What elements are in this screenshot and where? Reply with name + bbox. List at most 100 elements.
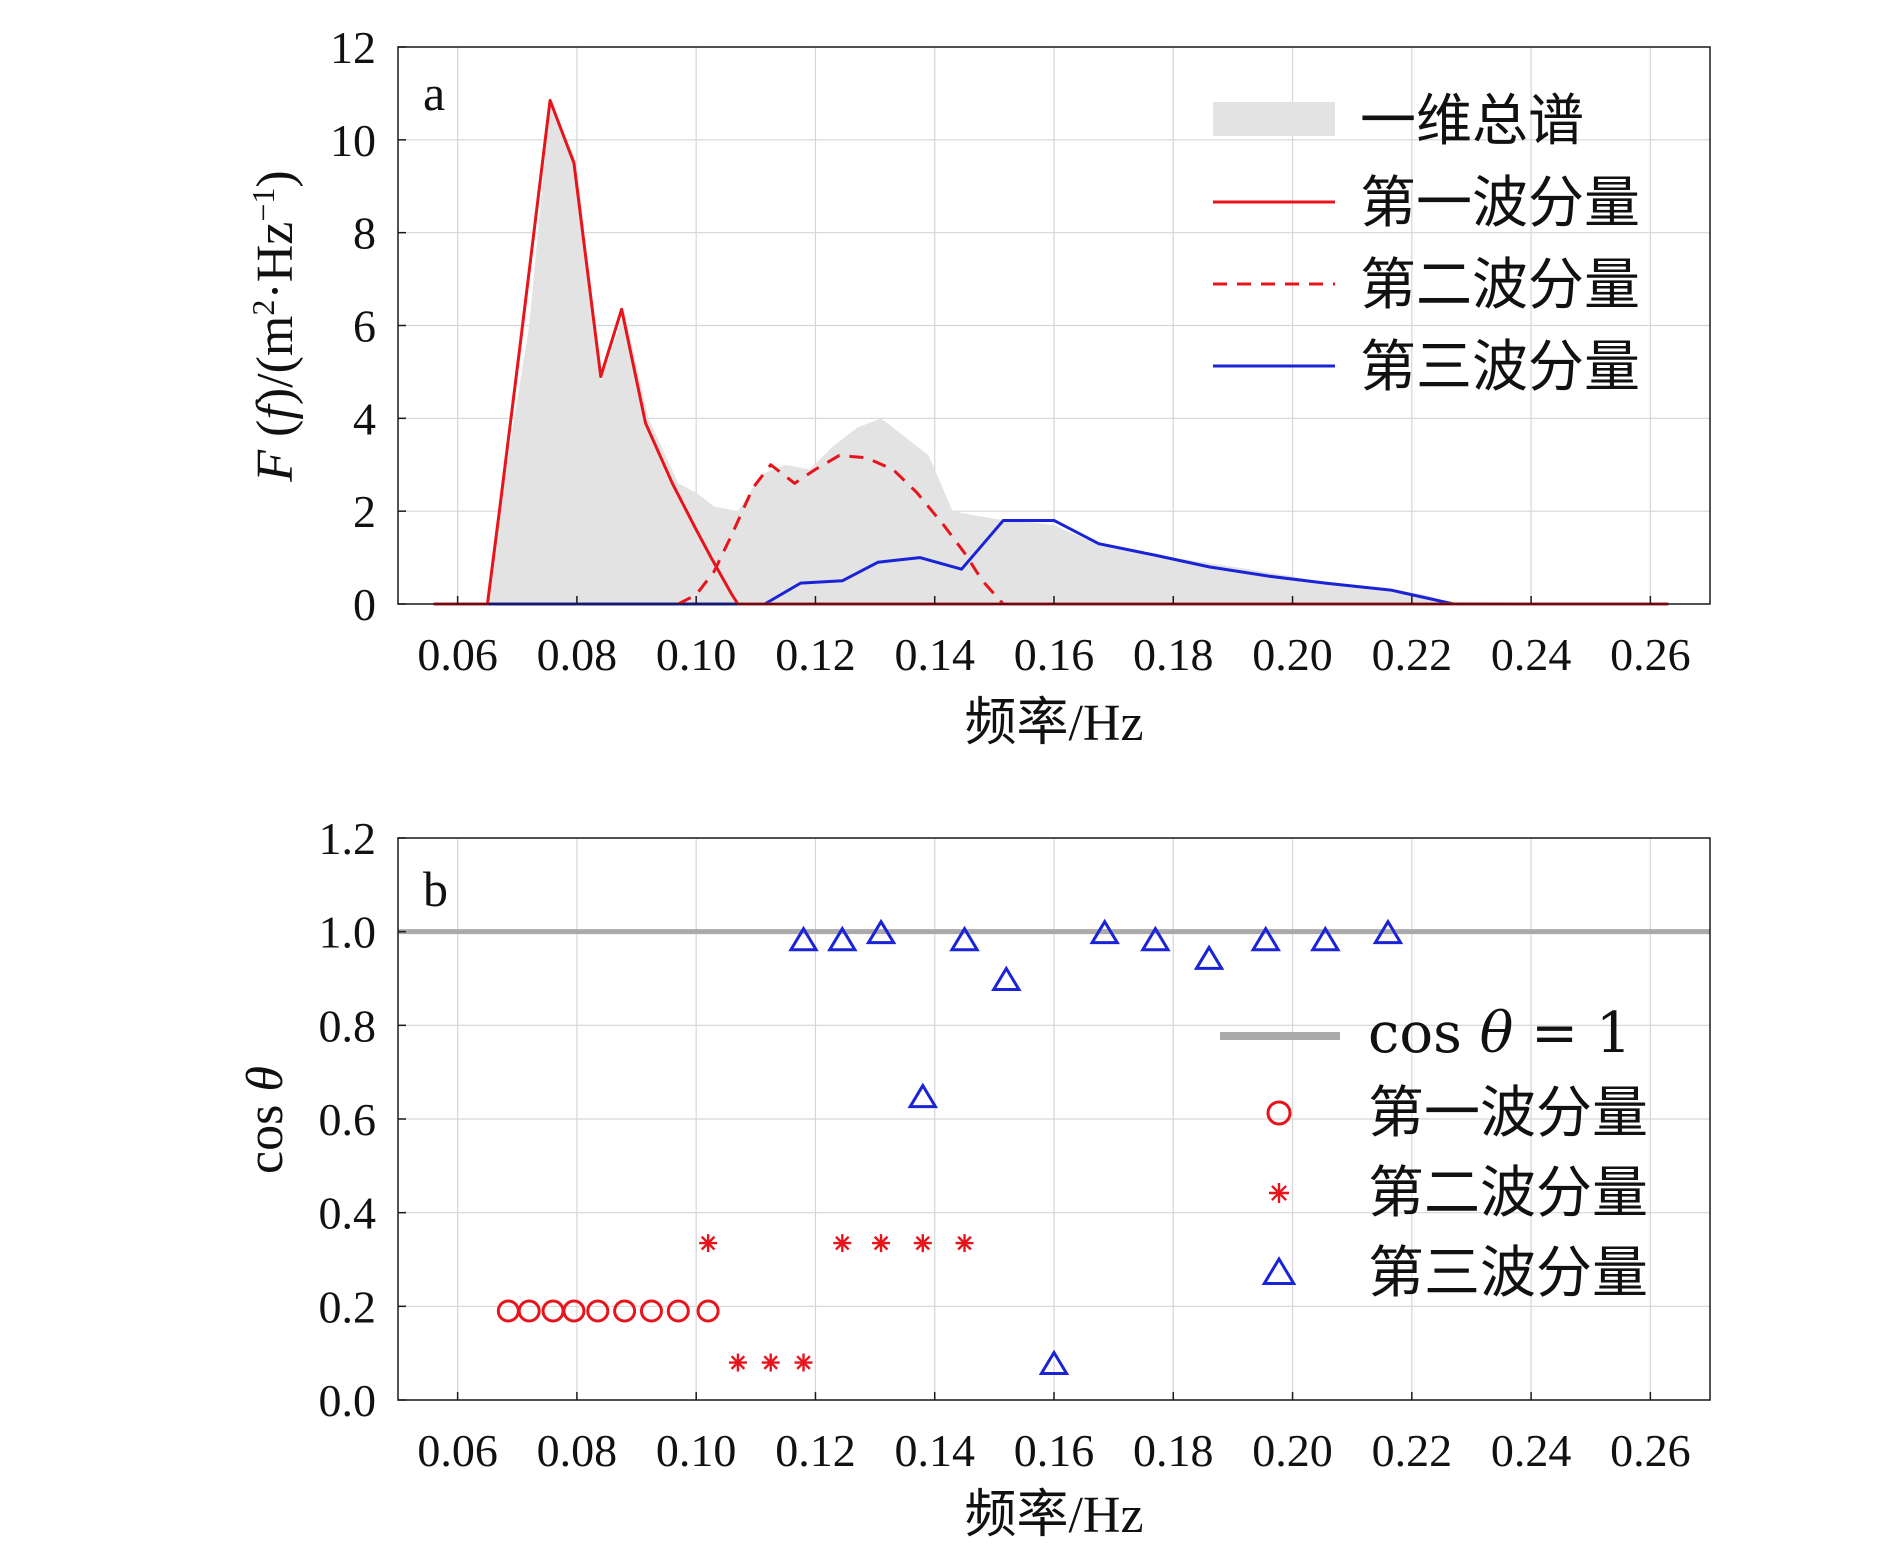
x-tick-label: 0.10: [656, 629, 737, 680]
legend-label-b-wave1: 第一波分量: [1368, 1081, 1648, 1146]
wave3-point: [1193, 944, 1225, 970]
panel-b-legend: cos θ = 1 第一波分量 第二波分量 第三波分量: [1220, 1001, 1648, 1306]
x-tick-label: 0.26: [1610, 1425, 1691, 1476]
panel-b-y-axis-title: cos θ: [237, 1066, 294, 1174]
x-tick-label: 0.06: [417, 1425, 498, 1476]
wave3-point: [865, 918, 897, 945]
x-tick-label: 0.22: [1372, 1425, 1453, 1476]
wave1-point: [541, 1299, 565, 1323]
y-tick-label: 4: [353, 393, 376, 444]
wave3-point: [1089, 918, 1120, 945]
wave3-point: [1372, 918, 1404, 945]
panel-a-x-axis-title: 频率/Hz: [964, 695, 1143, 752]
y-tick-label: 2: [353, 486, 376, 537]
x-tick-label: 0.16: [1014, 629, 1095, 680]
y-title-close: ): [247, 170, 304, 187]
x-tick-label: 0.12: [775, 1425, 856, 1476]
y-tick-label: 1.2: [319, 813, 377, 864]
wave2-point: [761, 1353, 780, 1372]
wave2-point: [872, 1234, 891, 1253]
wave3-point: [1250, 925, 1281, 952]
wave3-point: [788, 925, 819, 952]
y-title-hz: ·Hz: [247, 222, 304, 300]
wave1-point: [639, 1299, 663, 1323]
legend-label-b-wave2: 第二波分量: [1368, 1161, 1648, 1226]
legend-label-wave1: 第一波分量: [1360, 171, 1640, 236]
wave2-point: [794, 1353, 813, 1372]
y-tick-label: 12: [330, 22, 376, 73]
legend-label-wave3: 第三波分量: [1360, 335, 1640, 400]
wave1-point: [666, 1299, 690, 1323]
panel-a-legend: 一维总谱 第一波分量 第二波分量 第三波分量: [1213, 89, 1640, 400]
y-title-mid: )/(m: [247, 316, 304, 406]
x-tick-label: 0.10: [656, 1425, 737, 1476]
wave3-point: [991, 965, 1022, 991]
panel-a-label: a: [423, 65, 445, 121]
x-tick-label: 0.08: [537, 1425, 618, 1476]
y-tick-label: 6: [353, 301, 376, 352]
legend-label-refline: cos θ = 1: [1368, 1001, 1632, 1066]
panel-b: 0.06 0.08 0.10 0.12 0.14 0.16 0.18 0.20 0.22 0.24…: [237, 813, 1711, 1544]
x-tick-label: 0.12: [775, 629, 856, 680]
panel-b-y-ticks: 0.0 0.2 0.4 0.6 0.8 1.0 1.2: [319, 813, 406, 1426]
legend-marker-wave2: [1269, 1183, 1289, 1203]
y-tick-label: 0: [353, 579, 376, 630]
wave3-line: [433, 518, 1669, 606]
y-title-supm1: −1: [245, 188, 281, 222]
wave2-point: [913, 1234, 932, 1253]
wave1-point: [517, 1299, 541, 1323]
y-tick-label: 0.4: [319, 1188, 377, 1239]
wave2-line: [677, 453, 1005, 606]
wave3-point: [1038, 1349, 1070, 1376]
b-y-title-theta: θ: [237, 1066, 294, 1092]
x-tick-label: 0.06: [417, 629, 498, 680]
legend-refline-cos: cos: [1368, 1001, 1480, 1066]
wave1-point: [613, 1299, 637, 1323]
x-tick-label: 0.24: [1491, 1425, 1572, 1476]
y-title-open: (: [247, 420, 304, 450]
y-title-F: F: [247, 449, 304, 483]
panel-a-x-ticks: 0.06 0.08 0.10 0.12 0.14 0.16 0.18 0.20 0.22 0.24…: [417, 596, 1691, 680]
wave2-point: [699, 1234, 718, 1253]
x-tick-label: 0.26: [1610, 629, 1691, 680]
y-tick-label: 1.0: [319, 907, 377, 958]
panel-b-x-axis-title: 频率/Hz: [964, 1487, 1143, 1544]
panel-b-label: b: [423, 861, 448, 917]
x-tick-label: 0.18: [1133, 1425, 1214, 1476]
legend-swatch-total-spectrum: [1213, 102, 1335, 136]
panel-b-markers: [496, 918, 1404, 1376]
legend-label-wave2: 第二波分量: [1360, 253, 1640, 318]
x-tick-label: 0.16: [1014, 1425, 1095, 1476]
wave2-point: [833, 1234, 852, 1253]
wave1-point: [496, 1299, 520, 1323]
wave1-line: [433, 98, 1669, 606]
wave3-point: [827, 925, 858, 952]
wave1-point: [586, 1299, 610, 1323]
panel-b-x-ticks: 0.06 0.08 0.10 0.12 0.14 0.16 0.18 0.20 0.22 0.24…: [417, 1392, 1691, 1476]
panel-a-lines: [433, 98, 1669, 606]
y-tick-label: 0.6: [319, 1094, 377, 1145]
legend-label-b-wave3: 第三波分量: [1368, 1241, 1648, 1306]
legend-label-total-spectrum: 一维总谱: [1360, 89, 1584, 154]
x-tick-label: 0.20: [1252, 629, 1333, 680]
b-y-title-cos: cos: [237, 1092, 294, 1174]
wave1-point: [562, 1299, 586, 1323]
y-tick-label: 8: [353, 208, 376, 259]
y-tick-label: 0.8: [319, 1000, 377, 1051]
x-tick-label: 0.14: [894, 1425, 975, 1476]
wave1-point: [696, 1299, 720, 1323]
y-tick-label: 10: [330, 115, 376, 166]
x-tick-label: 0.14: [894, 629, 975, 680]
panel-a-y-axis-title: F (f)/(m2·Hz−1): [245, 170, 304, 482]
legend-marker-wave3: [1261, 1256, 1297, 1285]
y-title-sup2: 2: [245, 300, 281, 316]
total-spectrum-area: [433, 102, 1669, 604]
panel-a-y-ticks: 0 2 4 6 8 10 12: [330, 22, 406, 630]
x-tick-label: 0.20: [1252, 1425, 1333, 1476]
legend-refline-theta: θ: [1480, 1001, 1514, 1066]
x-tick-label: 0.18: [1133, 629, 1214, 680]
wave3-point: [907, 1082, 939, 1109]
legend-star-shape: [1269, 1183, 1289, 1203]
legend-refline-eq: = 1: [1513, 1001, 1631, 1066]
wave2-point: [955, 1234, 974, 1253]
